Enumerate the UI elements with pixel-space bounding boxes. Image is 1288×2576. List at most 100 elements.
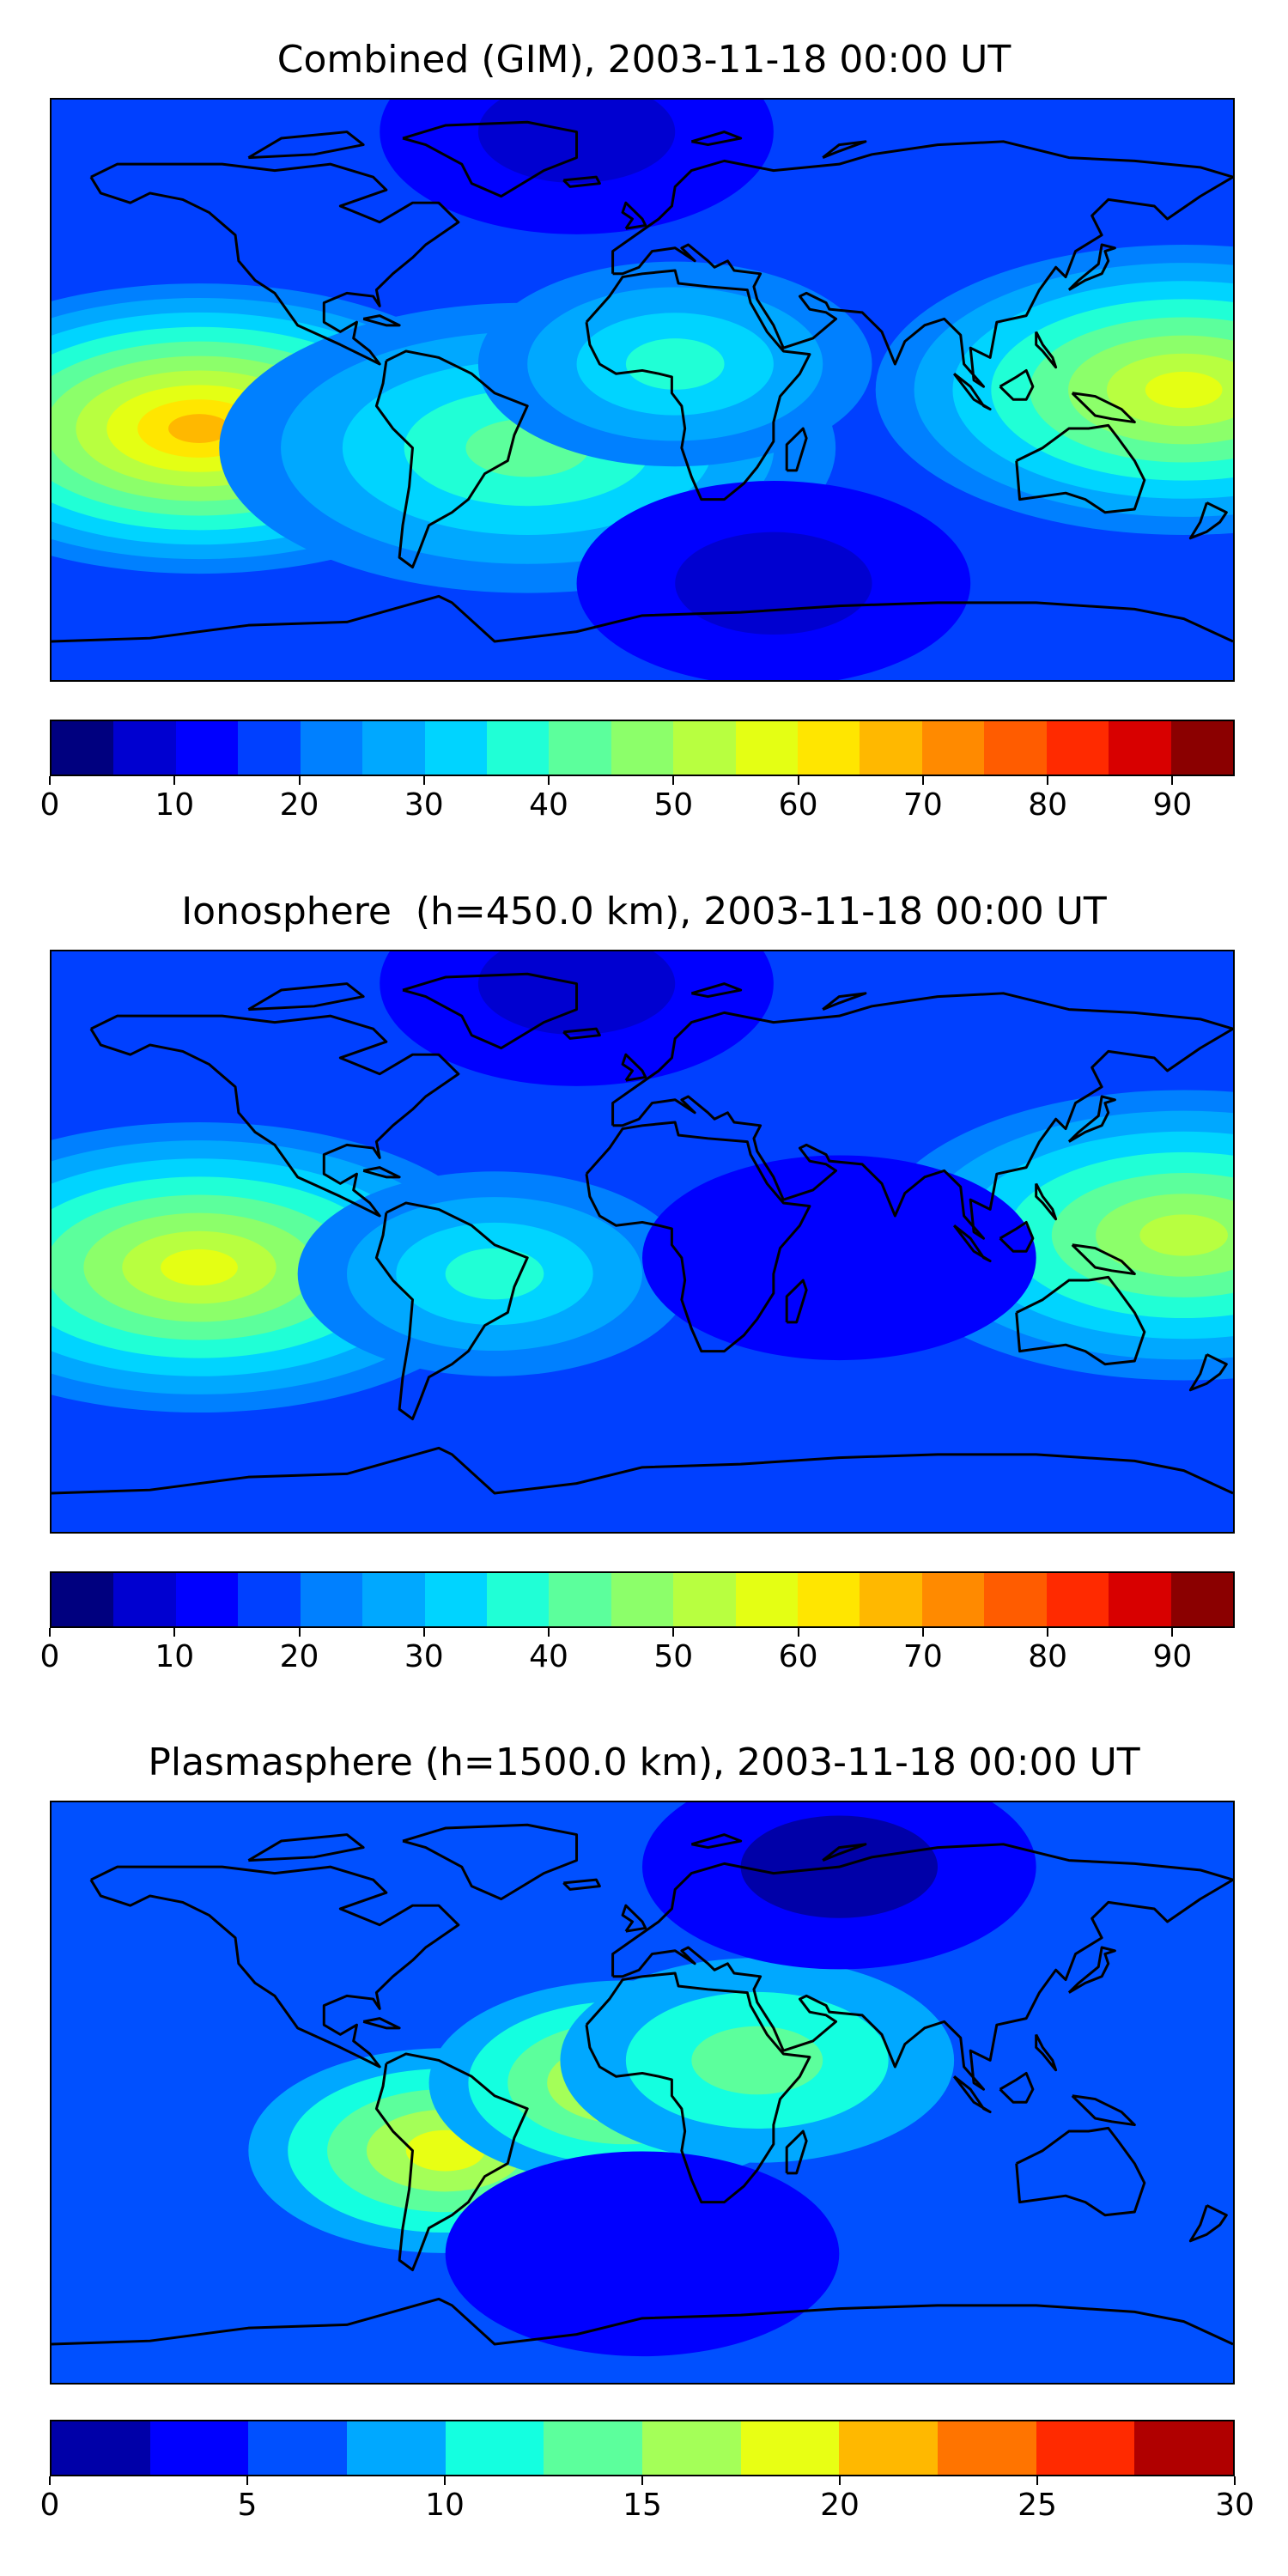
coastline-segment [690,982,743,999]
coastline-segment [690,1833,743,1850]
coastline-segment [52,594,1233,643]
coastline-segment [1035,2033,1058,2072]
coastline-segment [1015,423,1146,514]
colorbar-tick-label: 0 [39,1639,60,1674]
colorbar-tick-label: 60 [778,1639,818,1674]
coastline-segment [585,1971,811,2204]
coastline-segment [402,1823,579,1901]
colorbar-segment [52,2421,150,2475]
colorbar-tick [422,776,425,785]
coastline-segment [785,427,808,472]
colorbar-segment [740,2421,840,2475]
panel-1-map [50,98,1235,682]
colorbar-segment [300,1573,363,1626]
coastline-segment [822,992,867,1011]
coastlines [52,972,1233,1495]
colorbar-segment [798,1573,860,1626]
colorbar-tick [797,776,799,785]
coastline-segment [1035,1182,1058,1221]
colorbar-tick [422,1628,425,1637]
colorbar-segment [1046,1573,1109,1626]
colorbar-tick [49,776,51,785]
coastline-segment [999,1220,1035,1253]
colorbar-tick [173,776,176,785]
colorbar-tick-label: 5 [237,2488,258,2523]
coastline-segment [999,368,1035,401]
coastline-segment [621,1053,647,1082]
colorbar-tick-label: 40 [529,787,568,823]
colorbar-segment [984,721,1047,775]
colorbar-segment [1170,1573,1233,1626]
coastline-segment [374,349,529,569]
colorbar-tick-label: 50 [653,787,694,823]
coastline-segment [1035,331,1058,369]
panel-1-colorbar [50,720,1235,776]
colorbar-tick-label: 80 [1028,787,1067,823]
colorbar-segment [486,1573,550,1626]
coastline-segment [247,1833,365,1862]
colorbar-segment [984,1573,1047,1626]
colorbar-segment [860,1573,922,1626]
colorbar-segment [673,721,736,775]
colorbar-segment [1109,1573,1171,1626]
coastline-segment [785,2129,808,2175]
colorbar-tick-label: 60 [778,787,818,823]
coastline-segment [1067,243,1116,291]
coastline-segment [785,1279,808,1324]
coastline-segment [1015,1275,1146,1366]
contour-level-4-4 [625,338,725,390]
coastline-segment [562,175,601,188]
coastline-segment [89,1865,460,2069]
panel-3-colorbar [50,2420,1235,2476]
contour-level-5-2 [675,532,872,635]
coastline-segment [621,1904,647,1933]
panel-2-title: Ionosphere (h=450.0 km), 2003-11-18 00:0… [181,890,1107,933]
colorbar-segment [362,1573,425,1626]
coastline-segment [247,982,365,1012]
colorbar-segment [1036,2421,1135,2475]
colorbar-tick [298,776,301,785]
colorbar-segment [175,1573,239,1626]
coastline-segment [611,1843,1233,2091]
colorbar-tick [444,2476,446,2485]
coastline-segment [1071,2094,1136,2127]
colorbar-segment [673,1573,736,1626]
coastline-segment [952,2075,992,2114]
colorbar-segment [1046,721,1109,775]
coastline-segment [562,1027,601,1040]
contour-level-1-8 [161,1249,238,1286]
colorbar-tick [1047,1628,1049,1637]
coastline-segment [1067,1946,1116,1994]
colorbar-tick [246,2476,248,2485]
coastline-segment [585,269,811,501]
colorbar-tick-label: 50 [653,1639,694,1674]
colorbar-segment [445,2421,544,2475]
colorbar-tick-label: 0 [39,2488,60,2523]
colorbar-tick [173,1628,176,1637]
colorbar-segment [238,721,301,775]
colorbar-tick-label: 90 [1152,787,1193,823]
coastline-segment [562,1878,601,1891]
contour-level-3-4 [445,1248,544,1300]
coastline-segment [52,2297,1233,2346]
panel-1-title: Combined (GIM), 2003-11-18 00:00 UT [276,38,1012,82]
coastline-segment [999,2071,1035,2104]
coastline-segment [89,1014,460,1218]
colorbar-tick-label: 25 [1018,2488,1057,2523]
colorbar-segment [798,721,860,775]
coastline-segment [89,162,460,366]
colorbar-segment [347,2421,446,2475]
panel-3-title: Plasmasphere (h=1500.0 km), 2003-11-18 0… [148,1741,1140,1784]
colorbar-tick [839,2476,841,2485]
colorbar-tick [548,776,550,785]
colorbar-segment [300,721,363,775]
colorbar-segment [1109,721,1171,775]
coastline-segment [1188,501,1228,540]
colorbar-tick [1234,2476,1236,2485]
coastlines [52,1823,1233,2346]
colorbar-segment [1170,721,1233,775]
colorbar-segment [544,2421,643,2475]
colorbar-tick-label: 80 [1028,1639,1067,1674]
colorbar-segment [549,721,611,775]
coastline-segment [1188,1353,1228,1392]
